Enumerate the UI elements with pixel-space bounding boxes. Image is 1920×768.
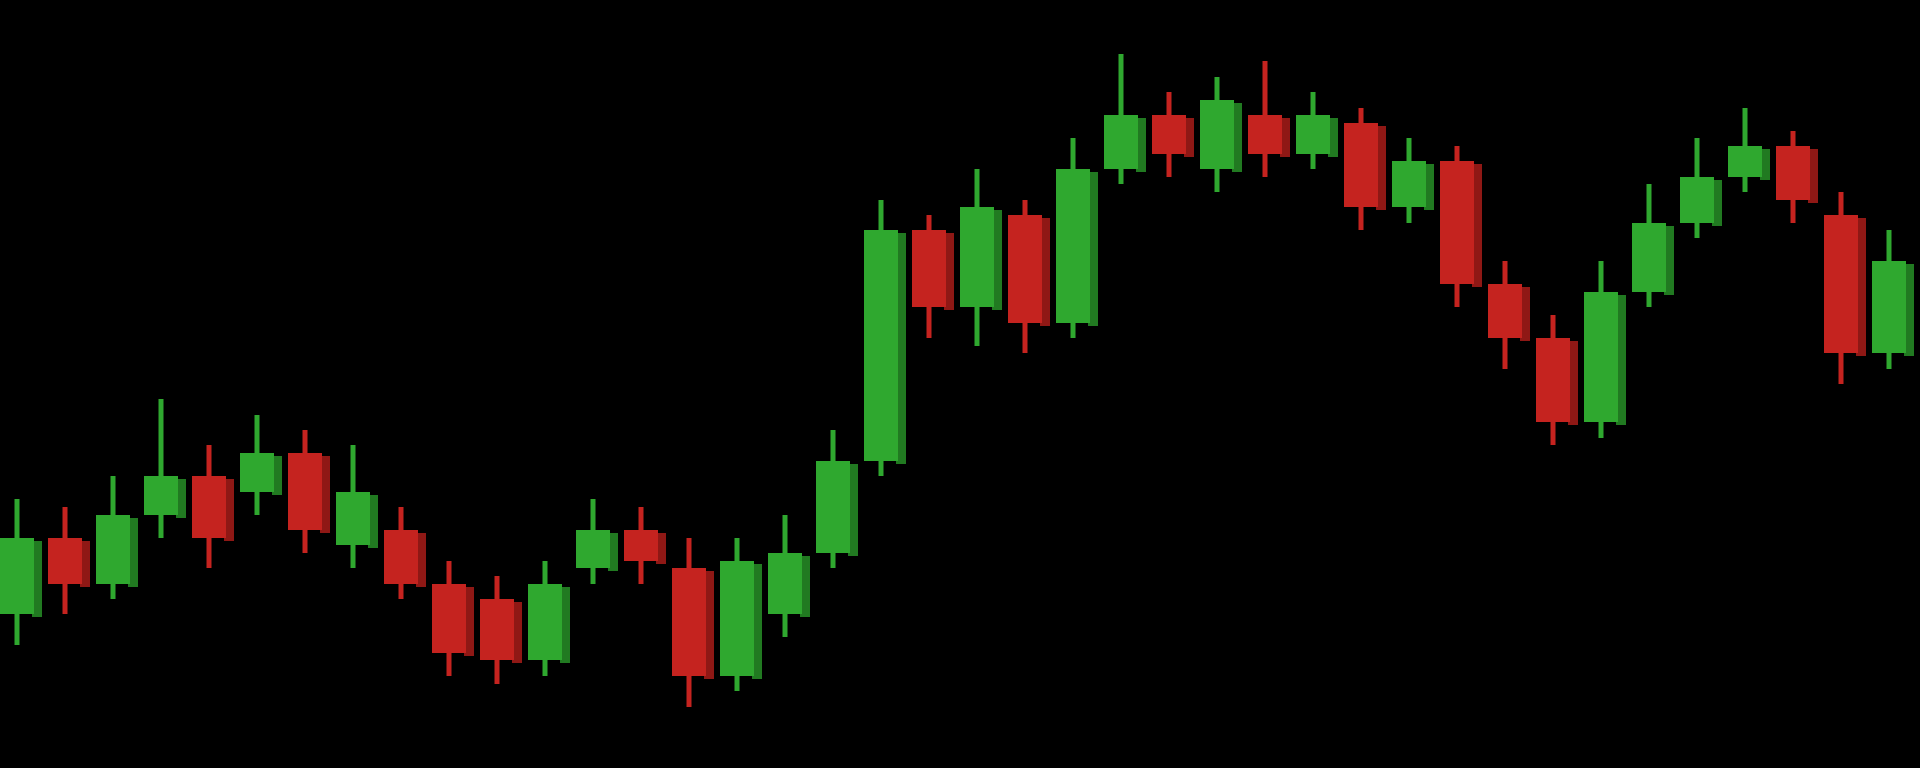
candle	[1488, 0, 1522, 768]
candle-body	[672, 568, 706, 676]
candle-body	[912, 230, 946, 307]
candle	[672, 0, 706, 768]
candle	[624, 0, 658, 768]
candle	[864, 0, 898, 768]
candle-body	[480, 599, 514, 660]
candle-body	[1200, 100, 1234, 169]
candle	[1200, 0, 1234, 768]
candle-body	[1488, 284, 1522, 338]
candle	[1248, 0, 1282, 768]
candle	[1776, 0, 1810, 768]
candle-body	[864, 230, 898, 460]
candle-wick	[159, 399, 164, 537]
candle-body	[1344, 123, 1378, 207]
candle-body	[1728, 146, 1762, 177]
candle-body	[288, 453, 322, 530]
candle	[240, 0, 274, 768]
candle-body	[384, 530, 418, 584]
candle-body	[528, 584, 562, 661]
candle	[432, 0, 466, 768]
candle	[1296, 0, 1330, 768]
candle-body	[1536, 338, 1570, 422]
candle	[1008, 0, 1042, 768]
candle-body	[624, 530, 658, 561]
candle	[960, 0, 994, 768]
candle-body	[1056, 169, 1090, 323]
candle	[816, 0, 850, 768]
candle	[1824, 0, 1858, 768]
candle-body	[1680, 177, 1714, 223]
candle-body	[192, 476, 226, 537]
candle-body	[720, 561, 754, 676]
candle-body	[144, 476, 178, 514]
candle	[768, 0, 802, 768]
candle-body	[1872, 261, 1906, 353]
candlestick-chart	[0, 0, 1920, 768]
candle-body	[0, 538, 34, 615]
candle	[0, 0, 34, 768]
candle-body	[1296, 115, 1330, 153]
candle-body	[1776, 146, 1810, 200]
candle-body	[96, 515, 130, 584]
candle-body	[816, 461, 850, 553]
candle	[1584, 0, 1618, 768]
candle	[336, 0, 370, 768]
candle-body	[768, 553, 802, 614]
candle-body	[576, 530, 610, 568]
candle	[1440, 0, 1474, 768]
candle-body	[1152, 115, 1186, 153]
candle	[1536, 0, 1570, 768]
candle	[1632, 0, 1666, 768]
candle-body	[1440, 161, 1474, 284]
candle	[1728, 0, 1762, 768]
candle	[480, 0, 514, 768]
candle-body	[1584, 292, 1618, 423]
candle	[144, 0, 178, 768]
candle-body	[1008, 215, 1042, 323]
candle-body	[1392, 161, 1426, 207]
candle	[1344, 0, 1378, 768]
candle	[1680, 0, 1714, 768]
candle-body	[1824, 215, 1858, 353]
candle	[1872, 0, 1906, 768]
candle-body	[1632, 223, 1666, 292]
candle	[48, 0, 82, 768]
candle-body	[336, 492, 370, 546]
candle	[288, 0, 322, 768]
candle-body	[432, 584, 466, 653]
candle	[192, 0, 226, 768]
candle	[1152, 0, 1186, 768]
candle	[1392, 0, 1426, 768]
candle-body	[240, 453, 274, 491]
candle	[1056, 0, 1090, 768]
candle	[1104, 0, 1138, 768]
candle	[528, 0, 562, 768]
candle-body	[1104, 115, 1138, 169]
candle-body	[1248, 115, 1282, 153]
candle	[576, 0, 610, 768]
candle-body	[48, 538, 82, 584]
candle	[720, 0, 754, 768]
candle	[96, 0, 130, 768]
candle	[912, 0, 946, 768]
candle	[384, 0, 418, 768]
candle-body	[960, 207, 994, 307]
